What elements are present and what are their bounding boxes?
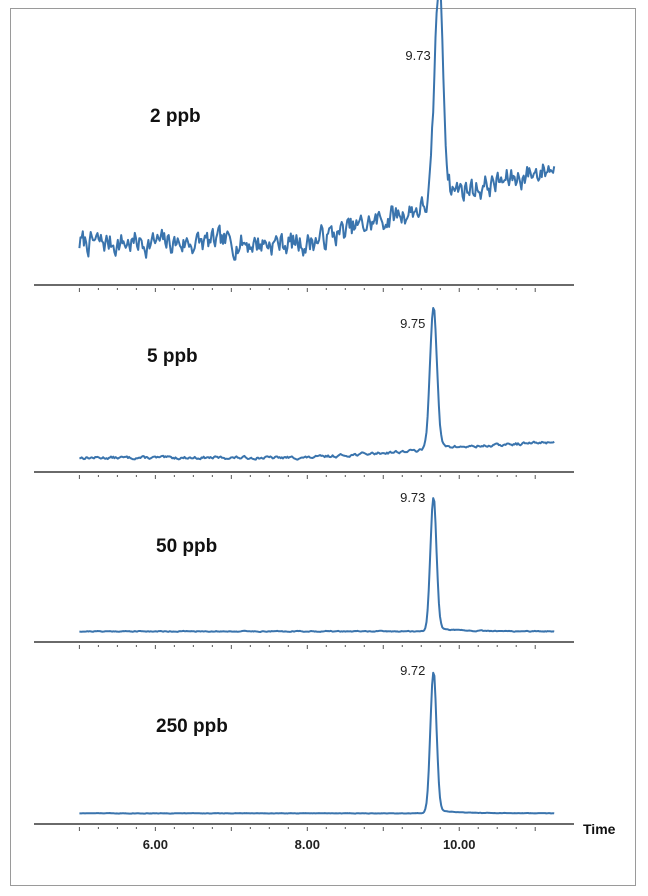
peak-retention-label: 9.73 — [400, 490, 425, 505]
figure-frame — [10, 8, 636, 886]
panel-1: 2 ppb 9.73 — [34, 0, 574, 292]
concentration-label: 250 ppb — [156, 716, 228, 737]
x-tick-label: 10.00 — [443, 837, 476, 852]
chromatogram-trace — [79, 307, 555, 461]
concentration-label: 50 ppb — [156, 536, 217, 557]
x-tick-label: 6.00 — [143, 837, 168, 852]
peak-retention-label: 9.72 — [400, 663, 425, 678]
panel-2: 5 ppb 9.75 — [34, 307, 574, 479]
concentration-label: 5 ppb — [147, 346, 198, 367]
x-tick-label: 8.00 — [295, 837, 320, 852]
peak-retention-label: 9.73 — [405, 48, 430, 63]
chromatogram-trace — [79, 497, 555, 633]
x-axis-title: Time — [583, 821, 616, 837]
chromatogram-trace — [78, 0, 556, 261]
panel-3: 50 ppb 9.73 — [34, 490, 574, 649]
peak-retention-label: 9.75 — [400, 316, 425, 331]
panel-4: 250 ppb 9.72 — [34, 663, 574, 831]
concentration-label: 2 ppb — [150, 106, 201, 127]
chromatogram-trace — [79, 671, 555, 815]
